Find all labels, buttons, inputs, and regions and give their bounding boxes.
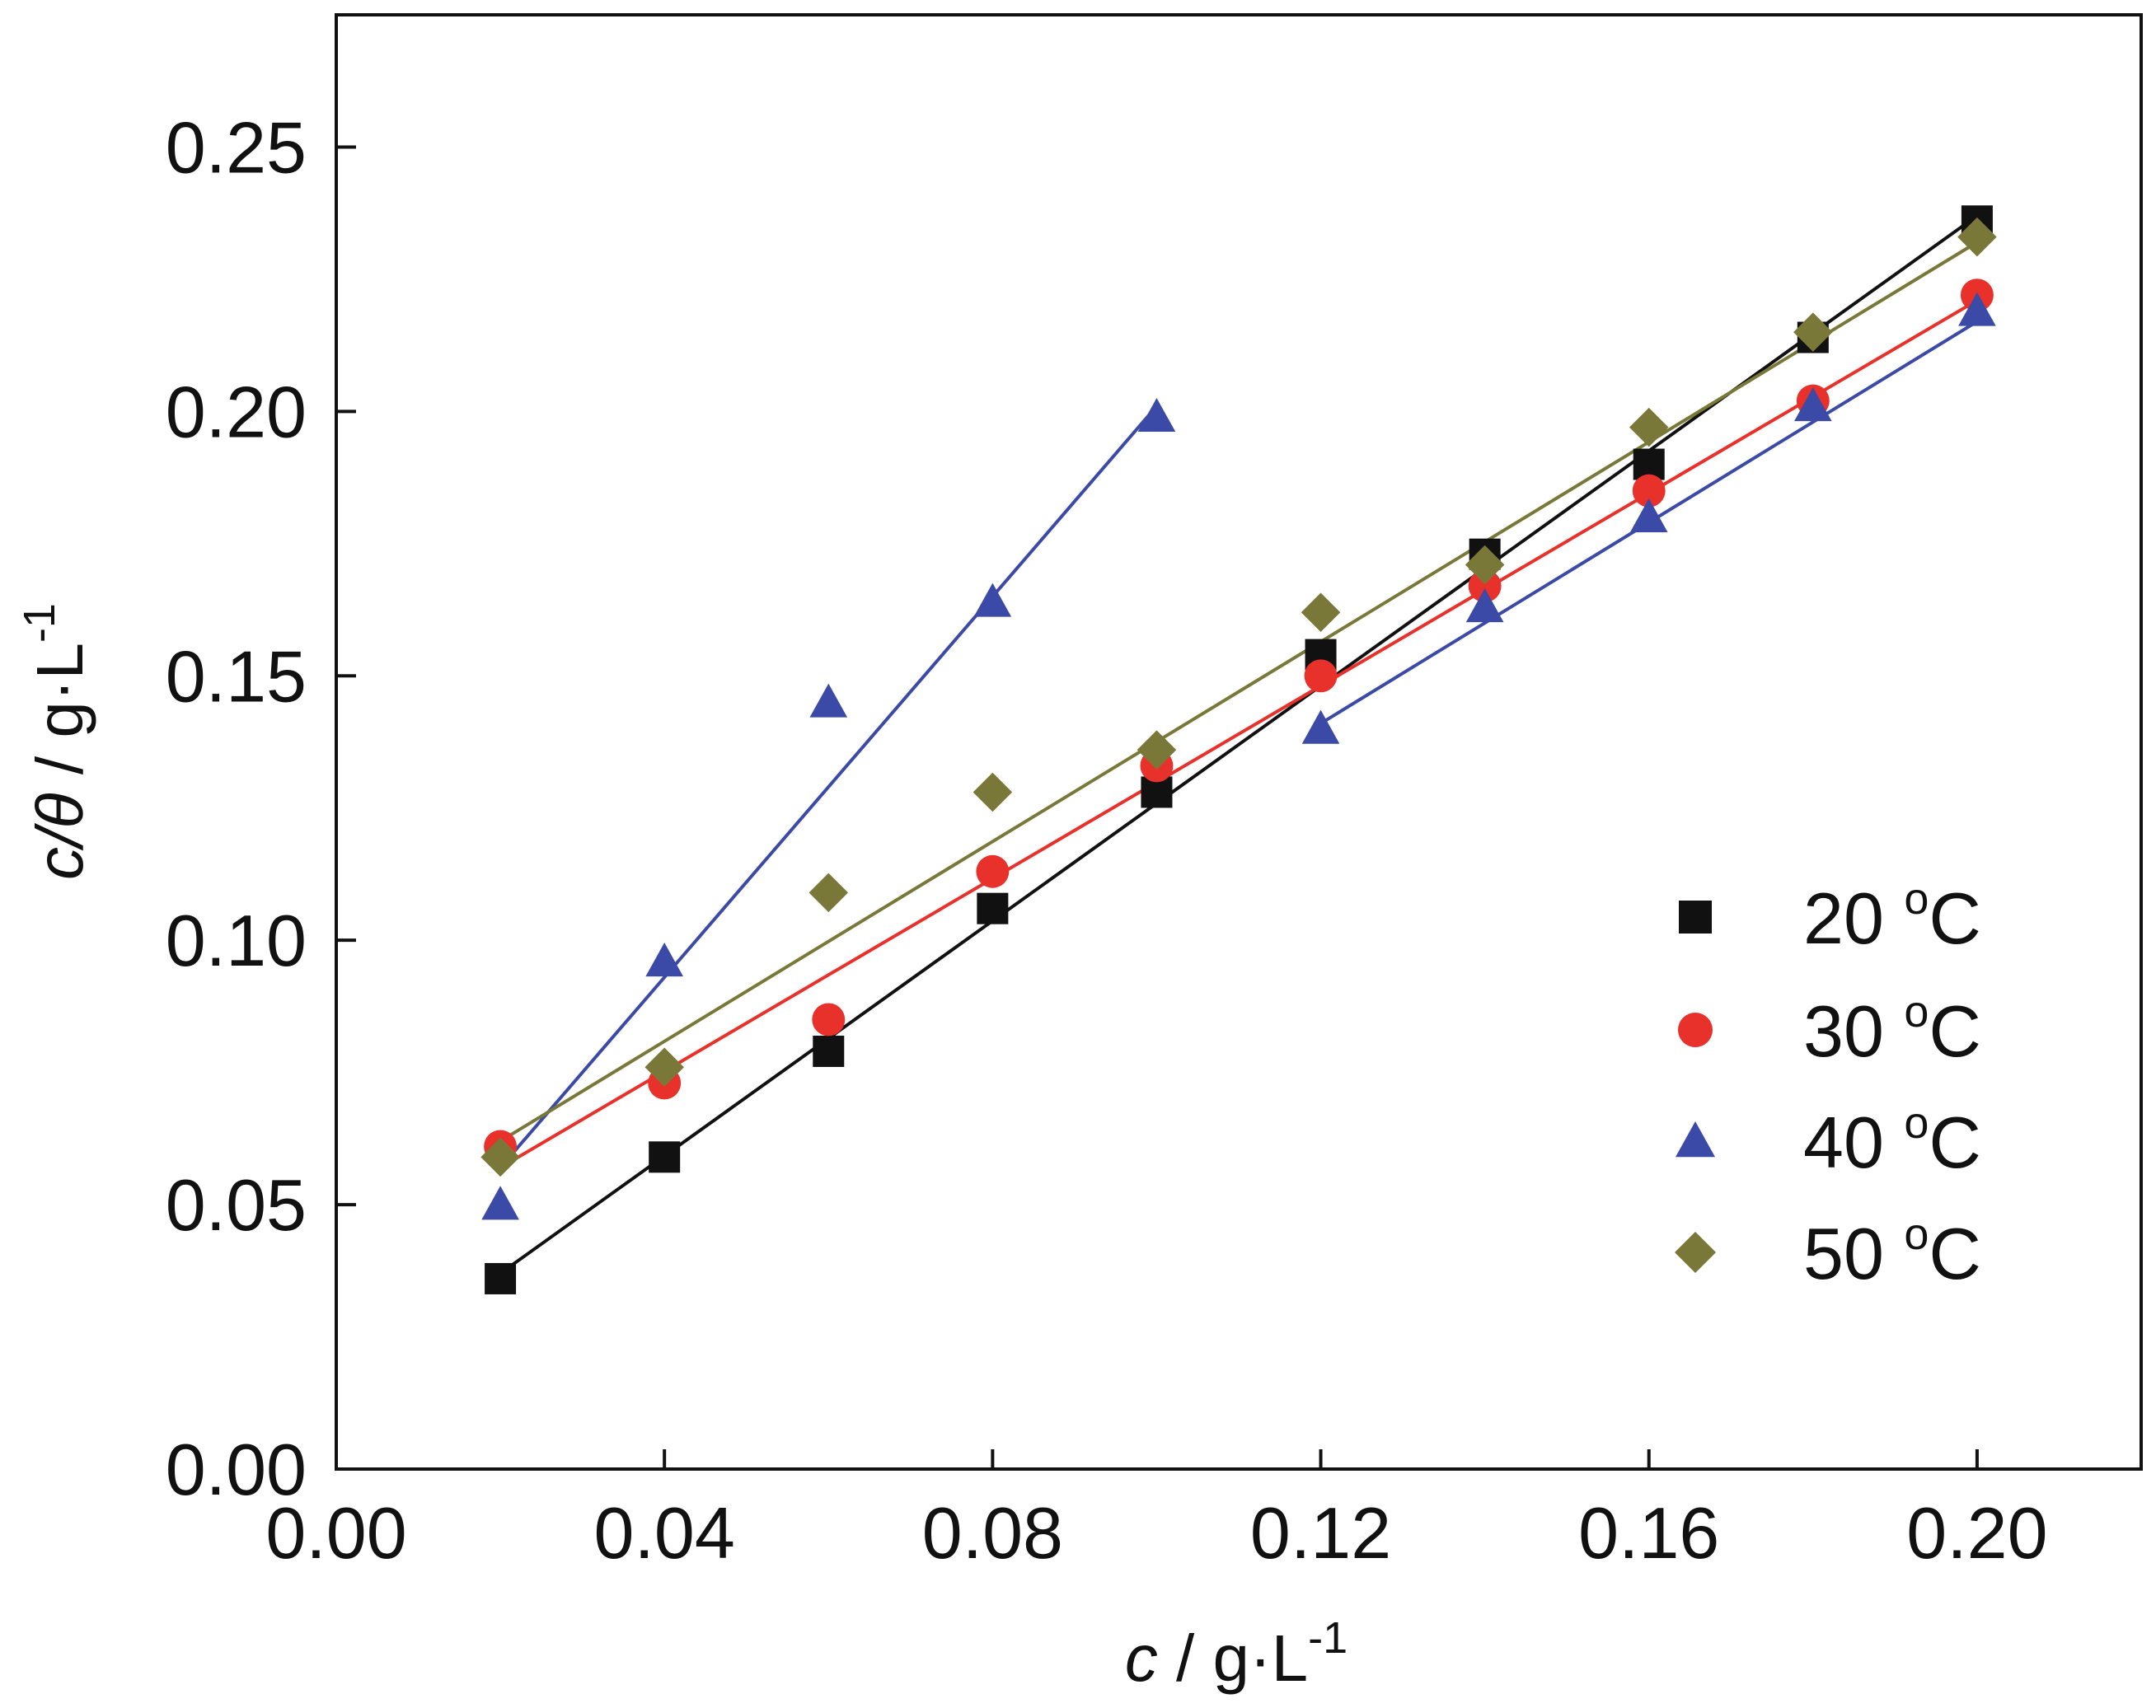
y-tick-label: 0.15: [166, 635, 307, 717]
fit-line-series-1-1: [499, 214, 1979, 1275]
data-point-series-3: [809, 683, 848, 718]
data-point-series-3: [481, 1186, 519, 1220]
plot-frame: [335, 13, 2143, 1471]
x-tick-label: 0.16: [1578, 1492, 1719, 1574]
legend-label-series-4: 50 oC: [1803, 1210, 1981, 1294]
data-point-series-4: [1629, 407, 1669, 447]
data-point-series-2: [976, 854, 1010, 888]
data-point-series-3: [1465, 588, 1504, 623]
data-point-series-4: [808, 873, 849, 913]
y-tick-label: 0.05: [166, 1164, 307, 1246]
legend-label-series-3: 40 oC: [1803, 1098, 1981, 1183]
data-point-series-4: [644, 1047, 684, 1087]
data-point-series-1: [813, 1035, 845, 1067]
data-point-series-2: [1632, 474, 1666, 508]
y-axis-title-unit-sup: -1: [15, 603, 64, 643]
x-tick-label: 0.20: [1906, 1492, 2047, 1574]
data-point-series-3: [1301, 709, 1340, 744]
data-point-series-1: [977, 892, 1009, 924]
y-axis-title: c/θ / g·L-1: [15, 603, 96, 880]
legend-marker-series-3: [1676, 1121, 1715, 1158]
legend-marker-series-2: [1678, 1013, 1713, 1047]
legend-marker-series-4: [1675, 1232, 1716, 1273]
data-point-series-3: [1794, 387, 1832, 422]
y-tick-label: 0.20: [166, 371, 307, 452]
data-point-series-2: [1468, 569, 1502, 603]
y-axis-title-unit: / g·L: [23, 643, 96, 793]
x-tick-label: 0.00: [265, 1492, 406, 1574]
data-point-series-4: [1465, 545, 1505, 585]
fit-line-series-4-1: [499, 241, 1978, 1143]
x-tick-label: 0.12: [1250, 1492, 1391, 1574]
data-point-series-3: [1629, 498, 1668, 532]
y-axis-ticks: 0.00 0.05 0.10 0.15 0.20 0.25: [166, 106, 356, 1510]
data-point-series-3: [973, 583, 1012, 617]
data-point-series-4: [480, 1137, 520, 1177]
x-axis-ticks: 0.00 0.04 0.08 0.12 0.16 0.20: [265, 1449, 2048, 1574]
x-tick-label: 0.04: [594, 1492, 735, 1574]
data-point-series-3: [645, 943, 683, 977]
y-tick-label: 0.10: [166, 900, 307, 981]
data-point-series-4: [1301, 592, 1341, 633]
data-markers: [480, 205, 1997, 1294]
fit-line-series-2-1: [499, 298, 1978, 1169]
data-point-series-1: [485, 1262, 517, 1294]
data-point-series-3: [1958, 292, 1996, 326]
data-point-series-4: [1957, 217, 1997, 257]
data-point-series-2: [1304, 659, 1338, 693]
legend-label-series-1: 20 oC: [1803, 874, 1981, 959]
data-point-series-2: [812, 1003, 846, 1036]
fit-lines: [499, 214, 1979, 1275]
data-point-series-4: [1137, 730, 1177, 770]
data-point-series-3: [1137, 397, 1176, 433]
x-axis-title: c / g·L-1: [1125, 1613, 1348, 1695]
x-axis-title-variable: c: [1125, 1621, 1158, 1695]
x-axis-title-unit-sup: -1: [1308, 1613, 1348, 1663]
data-point-series-4: [973, 772, 1013, 812]
y-axis-title-variable: c/θ: [23, 793, 96, 880]
legend: 20 oC 30 oC 40 oC 50 oC: [1675, 874, 1981, 1294]
x-axis-title-unit: / g·L: [1158, 1621, 1308, 1695]
legend-label-series-2: 30 oC: [1803, 987, 1981, 1072]
y-tick-label: 0.00: [166, 1429, 307, 1510]
y-tick-label: 0.25: [166, 106, 307, 188]
legend-marker-series-1: [1679, 901, 1712, 934]
x-tick-label: 0.08: [922, 1492, 1063, 1574]
data-point-series-4: [1793, 312, 1833, 352]
fit-line-series-3-1: [499, 405, 1158, 1169]
data-point-series-1: [649, 1141, 681, 1173]
